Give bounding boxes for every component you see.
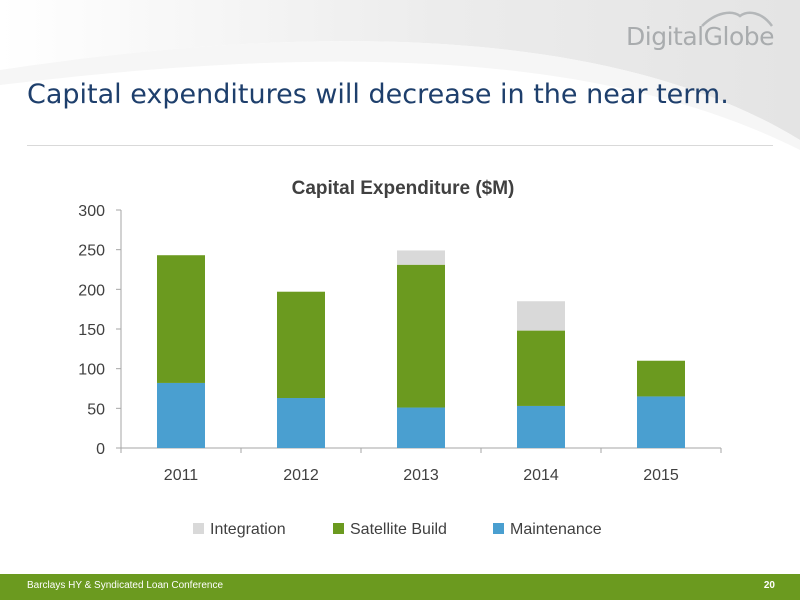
x-tick-label: 2013 (403, 467, 439, 484)
legend-label-maintenance: Maintenance (510, 521, 602, 538)
title-divider (27, 145, 773, 146)
x-tick-label: 2014 (523, 467, 559, 484)
bar-satellite-build-2014 (517, 330, 565, 406)
bar-satellite-build-2012 (277, 291, 325, 399)
bar-satellite-build-2011 (157, 255, 205, 383)
page-title: Capital expenditures will decrease in th… (27, 79, 729, 110)
y-tick-label: 50 (87, 401, 105, 418)
bar-integration-2014 (517, 301, 565, 331)
logo-text: DigitalGlobe (626, 22, 774, 51)
footer-conference-label: Barclays HY & Syndicated Loan Conference (27, 580, 224, 591)
y-tick-label: 150 (78, 322, 105, 339)
bar-integration-2013 (397, 250, 445, 265)
y-tick-label: 300 (78, 203, 105, 220)
bar-maintenance-2014 (517, 405, 565, 448)
bar-maintenance-2013 (397, 407, 445, 448)
header-swoosh (0, 0, 800, 150)
x-tick-label: 2012 (283, 467, 319, 484)
legend-swatch-satellite-build (333, 523, 344, 534)
y-tick-label: 250 (78, 243, 105, 260)
page-number: 20 (763, 580, 775, 591)
digitalglobe-logo: DigitalGlobe (624, 8, 774, 56)
y-tick-label: 0 (96, 441, 105, 458)
chart-title: Capital Expenditure ($M) (292, 178, 515, 199)
logo-arc-icon (701, 11, 774, 27)
bar-maintenance-2011 (157, 382, 205, 448)
legend-swatch-integration (193, 523, 204, 534)
bar-maintenance-2015 (637, 396, 685, 448)
legend-label-integration: Integration (210, 521, 286, 538)
bar-satellite-build-2015 (637, 360, 685, 397)
bar-satellite-build-2013 (397, 264, 445, 408)
y-tick-label: 200 (78, 282, 105, 299)
legend-swatch-maintenance (493, 523, 504, 534)
x-tick-label: 2015 (643, 467, 679, 484)
x-tick-label: 2011 (164, 467, 199, 484)
footer-bar: Barclays HY & Syndicated Loan Conference… (0, 574, 800, 600)
legend-label-satellite-build: Satellite Build (350, 521, 447, 538)
capex-chart: Capital Expenditure ($M) 0 50 100 150 200 250 3… (78, 178, 722, 538)
bar-maintenance-2012 (277, 398, 325, 448)
y-tick-label: 100 (78, 362, 105, 379)
